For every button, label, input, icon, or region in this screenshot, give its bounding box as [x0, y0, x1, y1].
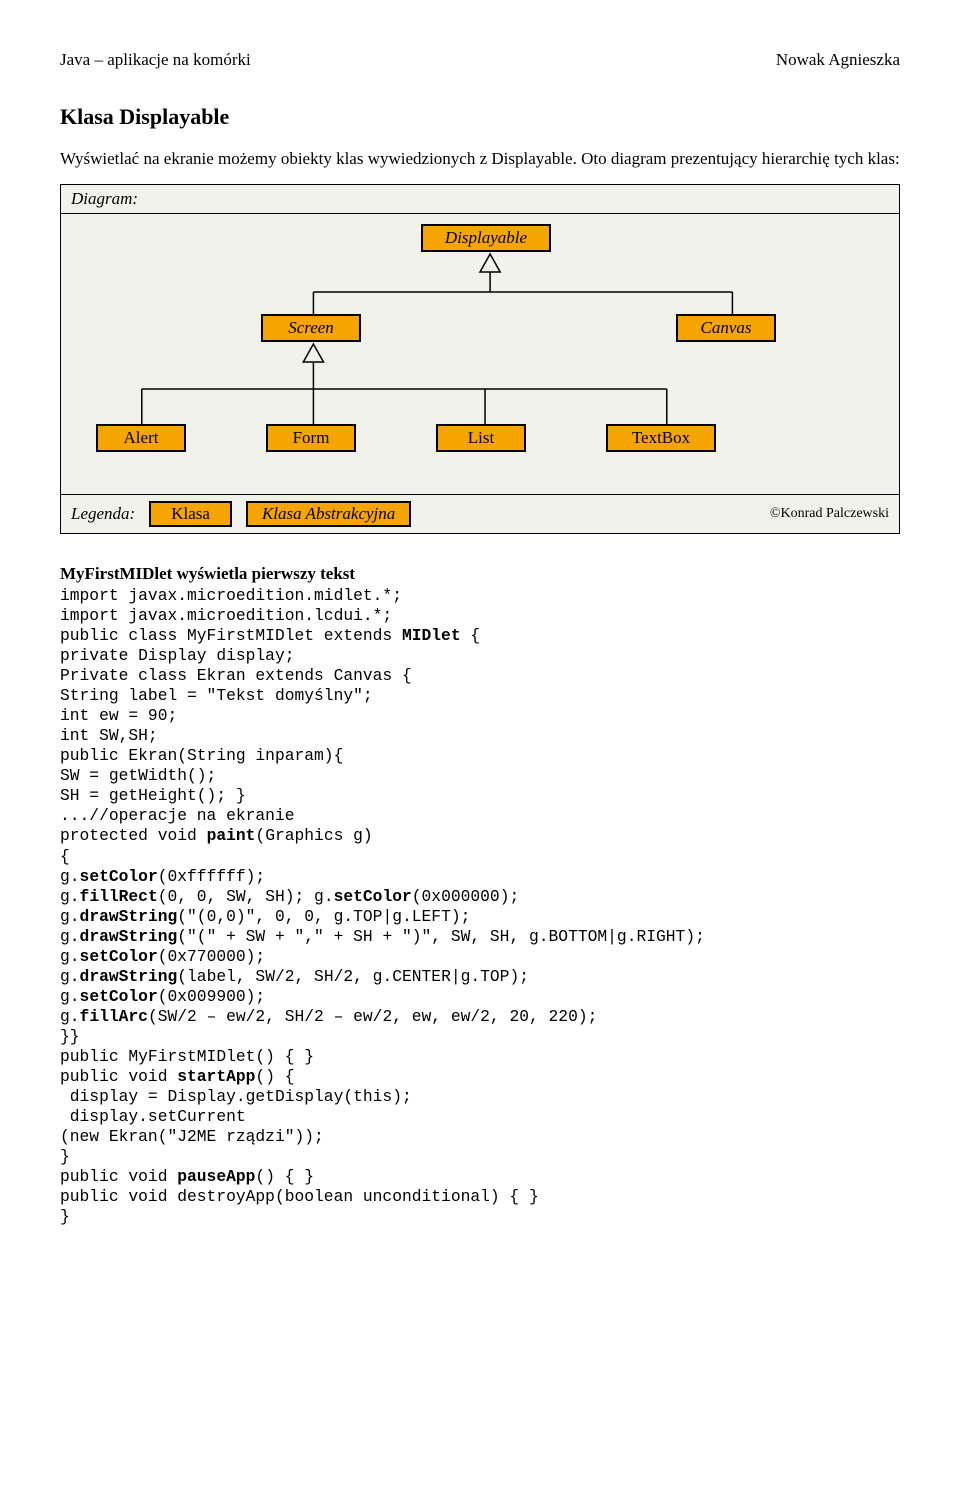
code-line: }} [60, 1027, 80, 1046]
legend-label: Legenda: [71, 504, 135, 524]
node-textbox: TextBox [606, 424, 716, 452]
code-line: public void destroyApp(boolean unconditi… [60, 1187, 539, 1206]
code-sample-title: MyFirstMIDlet wyświetla pierwszy tekst [60, 564, 900, 584]
code-line: SW = getWidth(); [60, 766, 216, 785]
node-screen: Screen [261, 314, 361, 342]
code-line: g.fillArc(SW/2 – ew/2, SH/2 – ew/2, ew, … [60, 1007, 597, 1026]
node-displayable: Displayable [421, 224, 551, 252]
code-line: g.setColor(0xffffff); [60, 867, 265, 886]
code-line: public Ekran(String inparam){ [60, 746, 343, 765]
section-title: Klasa Displayable [60, 104, 900, 130]
code-line: String label = "Tekst domyślny"; [60, 686, 373, 705]
header-left: Java – aplikacje na komórki [60, 50, 251, 70]
code-line: display = Display.getDisplay(this); [60, 1087, 412, 1106]
code-line: { [60, 847, 70, 866]
code-line: g.drawString(label, SW/2, SH/2, g.CENTER… [60, 967, 529, 986]
code-line: g.drawString("(" + SW + "," + SH + ")", … [60, 927, 705, 946]
code-line: import javax.microedition.lcdui.*; [60, 606, 392, 625]
node-alert: Alert [96, 424, 186, 452]
code-line: g.fillRect(0, 0, SW, SH); g.setColor(0x0… [60, 887, 519, 906]
code-line: g.setColor(0x009900); [60, 987, 265, 1006]
page-header: Java – aplikacje na komórki Nowak Agnies… [60, 50, 900, 70]
code-line: g.drawString("(0,0)", 0, 0, g.TOP|g.LEFT… [60, 907, 470, 926]
diagram-legend: Legenda: Klasa Klasa Abstrakcyjna ©Konra… [61, 494, 899, 533]
diagram-canvas: Displayable Screen Canvas Alert Form Lis… [61, 214, 899, 494]
code-line: public MyFirstMIDlet() { } [60, 1047, 314, 1066]
class-hierarchy-diagram: Diagram: Displayable Screen Canvas Alert… [60, 184, 900, 534]
code-line: public void startApp() { [60, 1067, 295, 1086]
node-form: Form [266, 424, 356, 452]
code-line: int ew = 90; [60, 706, 177, 725]
intro-paragraph: Wyświetlać na ekranie możemy obiekty kla… [60, 148, 900, 170]
code-line: g.setColor(0x770000); [60, 947, 265, 966]
code-line: SH = getHeight(); } [60, 786, 246, 805]
code-line: int SW,SH; [60, 726, 158, 745]
diagram-frame-label: Diagram: [61, 185, 899, 214]
code-line: public class MyFirstMIDlet extends MIDle… [60, 626, 480, 645]
code-line: ...//operacje na ekranie [60, 806, 295, 825]
code-line: Private class Ekran extends Canvas { [60, 666, 412, 685]
code-line: } [60, 1207, 70, 1226]
code-line: import javax.microedition.midlet.*; [60, 586, 402, 605]
node-list: List [436, 424, 526, 452]
header-right: Nowak Agnieszka [776, 50, 900, 70]
code-line: private Display display; [60, 646, 295, 665]
diagram-connectors [61, 214, 899, 494]
legend-class-box: Klasa [149, 501, 232, 527]
node-canvas: Canvas [676, 314, 776, 342]
diagram-copyright: ©Konrad Palczewski [770, 506, 889, 522]
code-line: } [60, 1147, 70, 1166]
legend-abstract-box: Klasa Abstrakcyjna [246, 501, 411, 527]
code-line: display.setCurrent [60, 1107, 246, 1126]
code-line: public void pauseApp() { } [60, 1167, 314, 1186]
code-line: (new Ekran("J2ME rządzi")); [60, 1127, 324, 1146]
code-line: protected void paint(Graphics g) [60, 826, 373, 845]
code-block: import javax.microedition.midlet.*; impo… [60, 586, 900, 1227]
